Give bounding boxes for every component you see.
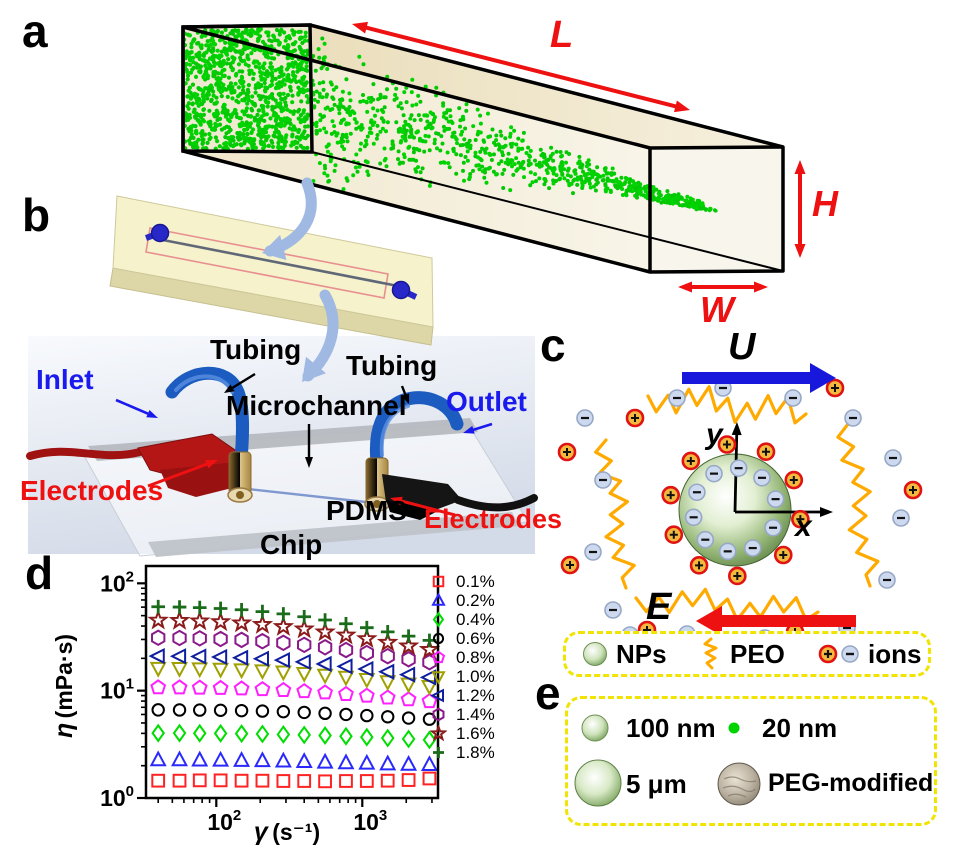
chart-legend-label: 1.2% [456, 685, 495, 705]
chart-legend-item: 1.2% [430, 686, 495, 705]
chart-legend-label: 0.6% [456, 628, 495, 648]
np-20nm-label: 20 nm [762, 713, 838, 743]
np-20nm-icon [728, 722, 740, 734]
chart-legend-marker-star [430, 725, 447, 742]
chart-legend-item: 0.2% [430, 591, 495, 610]
tubing-left-label: Tubing [210, 334, 302, 365]
chart-legend-label: 0.1% [456, 571, 495, 591]
chart-legend-marker-pentagon [431, 650, 446, 664]
np-5um-label: 5 μm [626, 769, 687, 799]
chart-legend-marker-hexagon [432, 707, 445, 722]
chart-legend-item: 1.4% [430, 705, 495, 724]
panel-b-label: b [22, 189, 51, 241]
panel-a-label: a [22, 5, 48, 57]
chart-legend-item: 0.8% [430, 648, 495, 667]
chip-label: Chip [260, 529, 323, 560]
electrodes-left-label: Electrodes [20, 475, 164, 506]
inlet-label: Inlet [36, 364, 94, 395]
chart-ylabel: η (mPa·s) [50, 566, 90, 806]
panel-e-label: e [535, 667, 561, 719]
chart-legend-item: 0.4% [430, 610, 495, 629]
chart-xlabel-units-text: (s⁻¹) [272, 819, 321, 845]
pdms-label: PDMS [326, 495, 407, 526]
peo-label: PEO [730, 639, 785, 669]
channel-width-label: W [700, 289, 734, 330]
np-5um-icon [574, 759, 622, 807]
chart-ylabel-symbol: η [50, 722, 78, 739]
chart-legend-item: 0.1% [430, 572, 495, 591]
chart-legend-item: 1.8% [430, 743, 495, 762]
chart-legend-item: 1.6% [430, 724, 495, 743]
chart-xlabel-symbol: γ [253, 818, 268, 846]
flow-velocity-label: U [728, 326, 756, 368]
particle-size-legend-box: 100 nm 20 nm 5 μm PEG-modified [565, 696, 937, 826]
symbol-legend-box: NPs PEO ions [563, 631, 931, 677]
chart-ylabel-units-text: (mPa·s) [51, 633, 77, 719]
chart-legend-marker-square [432, 575, 445, 588]
nps-label: NPs [616, 639, 667, 669]
peg-label: PEG-modified [768, 769, 934, 797]
outlet-label: Outlet [446, 386, 527, 417]
chart-legend-marker-triangle-left [430, 688, 444, 703]
channel-height-label: H [812, 183, 838, 224]
np-icon [583, 642, 607, 666]
y-axis-label: y [706, 418, 723, 451]
chart-legend-label: 1.8% [456, 742, 495, 762]
x-axis-label: x [795, 510, 812, 543]
ions-label: ions [868, 639, 922, 669]
peo-icon [703, 637, 718, 670]
chart-legend-marker-triangle-down [431, 671, 446, 685]
chart-legend-label: 1.6% [456, 723, 495, 743]
panel-d-label: d [25, 547, 54, 599]
np-100nm-icon [581, 714, 609, 742]
svg-text:102: 102 [100, 568, 134, 596]
chart-legend-label: 0.4% [456, 609, 495, 629]
chart-legend-label: 0.2% [456, 590, 495, 610]
chart-legend: 0.1% 0.2% 0.4% 0.6% 0.8% 1.0% 1.2% 1.4% 1.6% 1.8% [430, 572, 495, 762]
microchannel-label: Microchannel [226, 390, 407, 421]
np-100nm-label: 100 nm [626, 713, 716, 743]
chart-legend-marker-diamond [432, 611, 445, 628]
electrodes-right-label: Electrodes [424, 504, 563, 534]
peg-particle-icon [717, 762, 761, 806]
chart-legend-marker-triangle-up [431, 592, 446, 606]
chart-legend-marker-plus [433, 747, 444, 758]
chart-legend-label: 1.4% [456, 704, 495, 724]
chart-legend-label: 0.8% [456, 647, 495, 667]
chart-legend-label: 1.0% [456, 666, 495, 686]
svg-text:101: 101 [100, 676, 134, 704]
channel-length-label: L [550, 14, 574, 56]
chart-legend-marker-circle [432, 632, 445, 645]
chart-xlabel: γ (s⁻¹) [187, 818, 387, 847]
svg-text:100: 100 [100, 783, 134, 811]
chart-legend-item: 0.6% [430, 629, 495, 648]
ions-icon [818, 644, 859, 664]
panel-c-label: c [540, 319, 566, 371]
tubing-right-label: Tubing [346, 350, 438, 381]
efield-label: E [646, 586, 672, 628]
chart-legend-item: 1.0% [430, 667, 495, 686]
